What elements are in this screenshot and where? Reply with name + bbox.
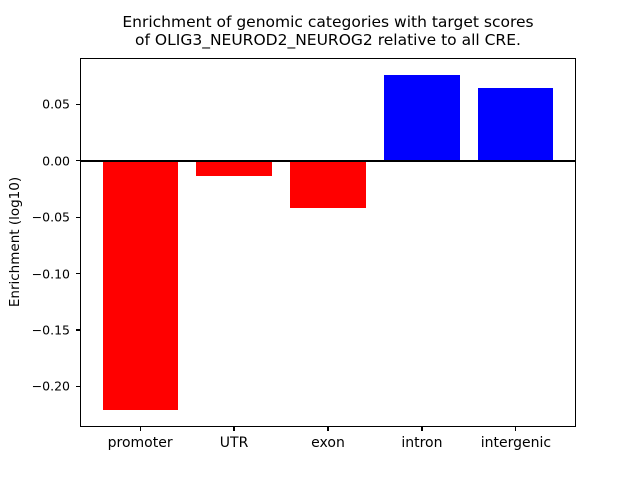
- bar-promoter: [102, 160, 178, 411]
- y-tick-label: −0.05: [31, 209, 70, 225]
- chart-title: Enrichment of genomic categories with ta…: [80, 13, 576, 49]
- x-tick-label-UTR: UTR: [219, 435, 249, 451]
- x-tick-mark: [515, 427, 517, 431]
- chart-title-line-1: Enrichment of genomic categories with ta…: [122, 13, 534, 31]
- y-tick-mark: [76, 103, 80, 106]
- y-axis-label: Enrichment (log10): [7, 176, 23, 308]
- x-tick-label-exon: exon: [311, 435, 345, 451]
- y-tick-mark: [76, 216, 80, 218]
- y-tick-label: −0.15: [31, 322, 70, 338]
- x-tick-label-promoter: promoter: [107, 435, 173, 451]
- x-tick-label-intergenic: intergenic: [480, 435, 552, 451]
- y-tick-mark: [76, 160, 80, 162]
- bar-intron: [384, 75, 460, 161]
- zero-line: [80, 159, 576, 163]
- x-tick-mark: [233, 427, 235, 431]
- y-tick-label: −0.20: [31, 378, 70, 394]
- x-tick-mark: [421, 427, 423, 431]
- bar-intergenic: [478, 87, 554, 161]
- bar-exon: [290, 160, 366, 209]
- y-tick-mark: [76, 273, 80, 275]
- chart-title-line-2: of OLIG3_NEUROD2_NEUROG2 relative to all…: [135, 30, 521, 49]
- y-tick-label: 0.00: [42, 153, 70, 169]
- x-tick-label-intron: intron: [401, 435, 443, 451]
- y-tick-label: 0.05: [42, 96, 70, 112]
- y-tick-label: −0.10: [31, 266, 70, 282]
- x-tick-mark: [327, 427, 329, 431]
- bar-UTR: [196, 160, 272, 176]
- y-tick-mark: [76, 329, 80, 331]
- y-tick-mark: [76, 385, 80, 387]
- x-tick-mark: [139, 427, 141, 431]
